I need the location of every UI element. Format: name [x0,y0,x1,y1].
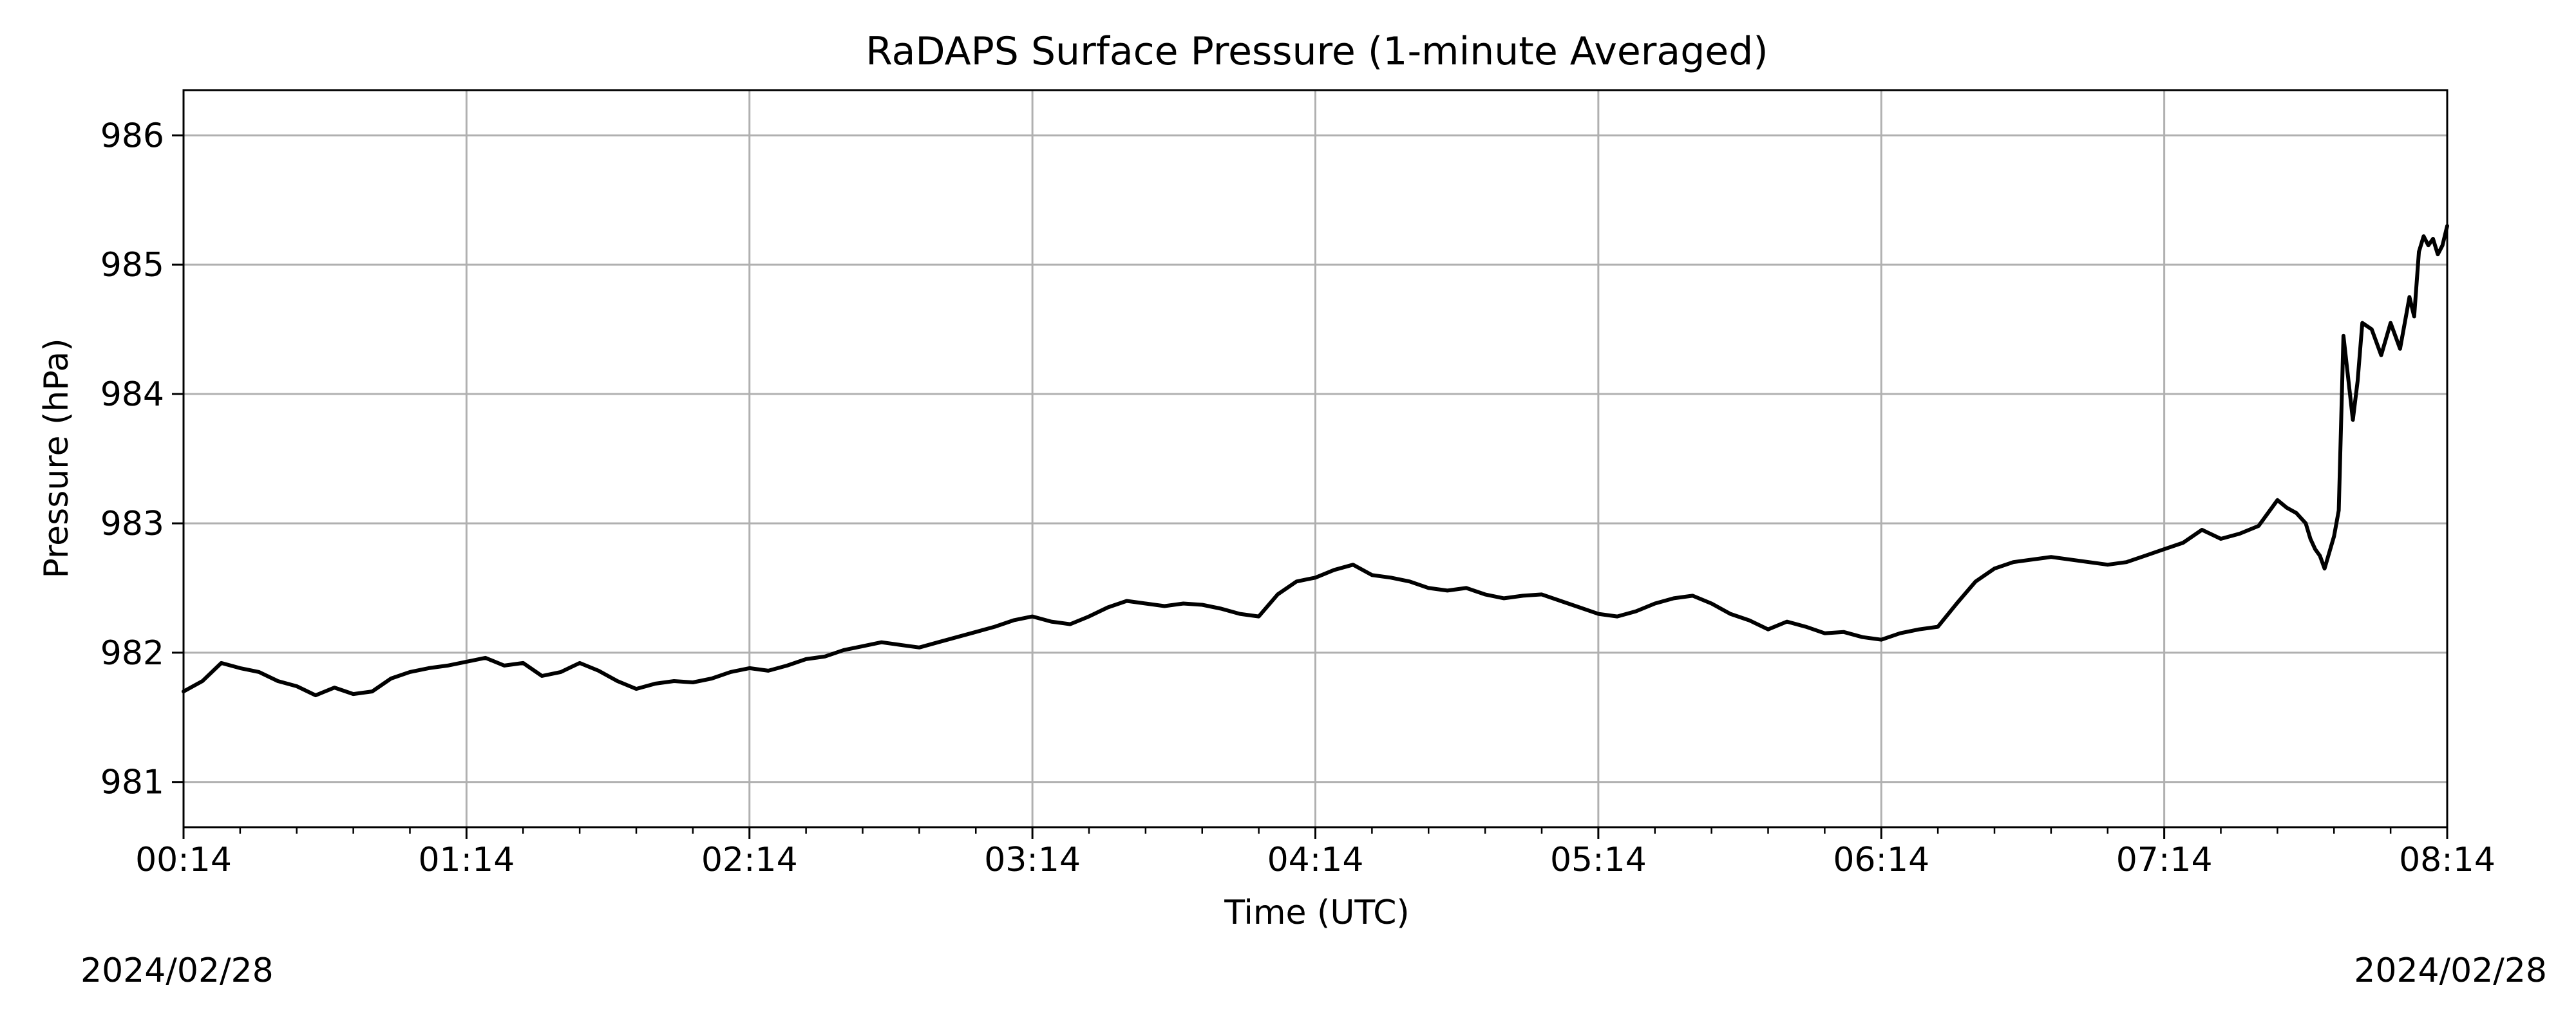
y-tick-label: 985 [100,246,164,285]
y-tick-label: 982 [100,634,164,673]
x-tick-label: 03:14 [984,841,1081,879]
x-tick-label: 04:14 [1267,841,1364,879]
x-tick-label: 05:14 [1550,841,1647,879]
y-tick-label: 983 [100,505,164,543]
series-layer [182,223,2449,698]
x-tick-label: 08:14 [2399,841,2496,879]
x-tick-label: 06:14 [1833,841,1929,879]
pressure-series-line [182,223,2449,698]
date-left: 2024/02/28 [80,951,274,990]
y-tick-label: 986 [100,117,164,155]
x-tick-label: 02:14 [701,841,798,879]
x-tick-label: 07:14 [2116,841,2213,879]
x-axis-label: Time (UTC) [1224,894,1409,932]
x-tick-label: 01:14 [418,841,515,879]
axis-ticks [172,134,2448,839]
plot-frame [182,89,2448,829]
x-tick-label: 00:14 [135,841,232,879]
chart-title: RaDAPS Surface Pressure (1-minute Averag… [866,29,1768,74]
tick-labels: 00:14 01:14 02:14 03:14 04:14 05:14 06:14 07:14… [100,117,2496,879]
y-tick-label: 981 [100,763,164,802]
y-tick-label: 984 [100,375,164,414]
y-axis-label: Pressure (hPa) [37,339,76,579]
date-right: 2024/02/28 [2354,951,2547,990]
